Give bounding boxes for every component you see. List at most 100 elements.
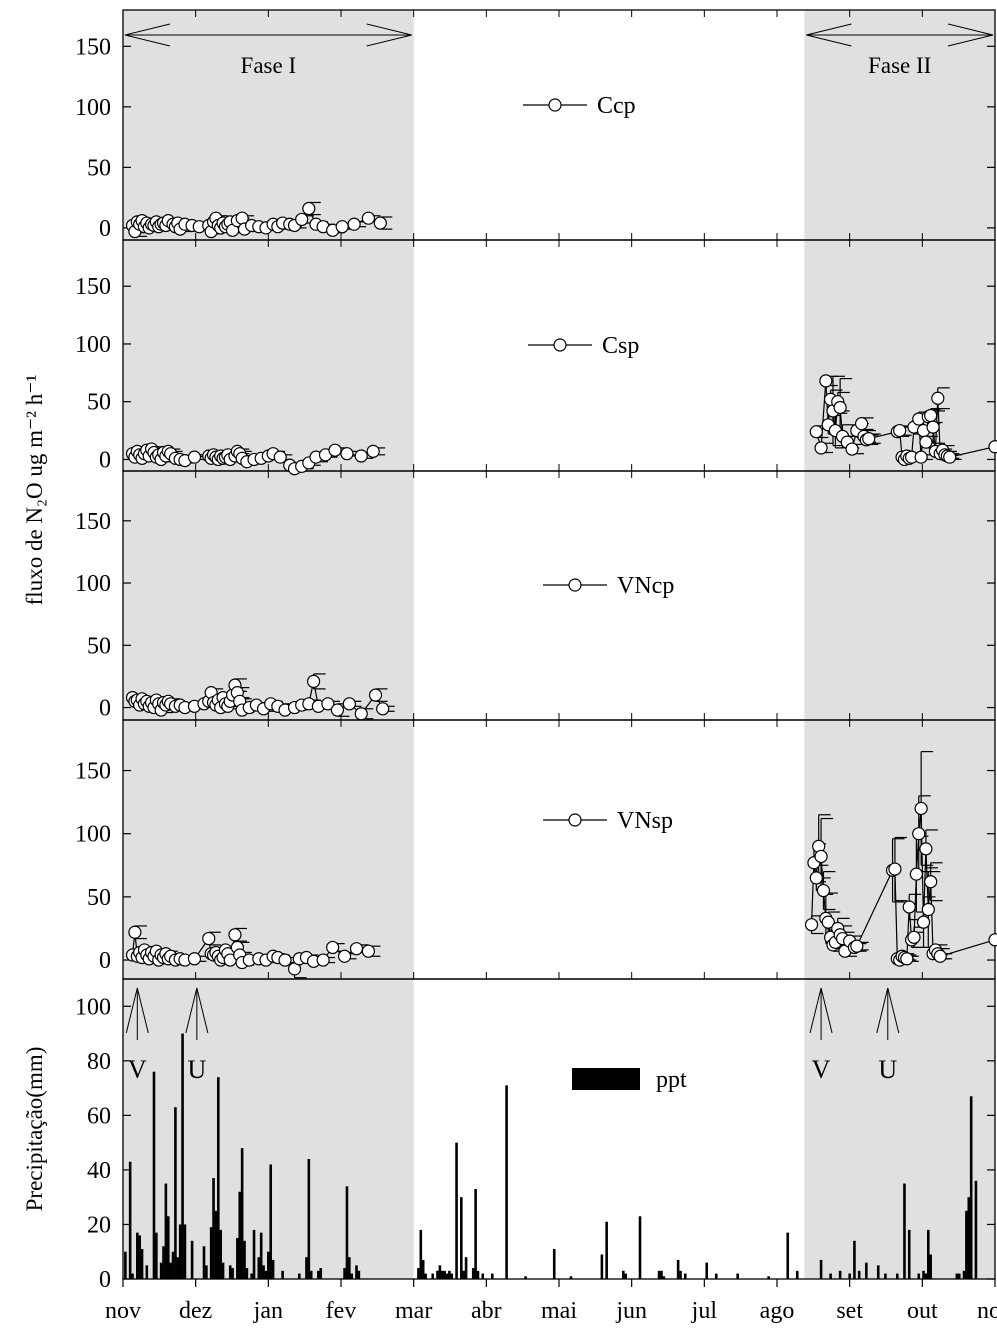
data-point: [914, 450, 928, 464]
precip-bar: [657, 1270, 661, 1279]
data-point: [921, 902, 935, 917]
phase-arrow-head-right: [366, 23, 412, 47]
ytick-label: 100: [75, 95, 111, 121]
precip-bar: [162, 1246, 165, 1279]
event-arrow-U: [185, 987, 209, 1040]
xtick-label-mai: mai: [541, 1298, 577, 1324]
data-point: [361, 211, 375, 225]
legend-Csp: [528, 338, 592, 352]
legend-marker: [553, 338, 567, 352]
precip-bar: [455, 1142, 458, 1279]
data-point: [924, 875, 938, 889]
data-point: [376, 702, 390, 716]
precip-bar: [298, 1273, 301, 1279]
precip-bar: [967, 1197, 971, 1279]
event-arrow-head: [125, 987, 149, 1034]
precip-bar: [848, 1273, 851, 1279]
precip-bar: [219, 1229, 222, 1279]
legend-Ccp: [523, 98, 587, 112]
ytick-label: 20: [87, 1212, 111, 1238]
phase-arrow-1: [124, 23, 412, 47]
data-point: [342, 697, 356, 711]
ytick-label: 100: [75, 822, 111, 848]
phase-arrow-head-right: [947, 23, 994, 47]
data-point: [814, 849, 828, 864]
precip-bar: [424, 1273, 427, 1279]
precip-bar: [676, 1259, 680, 1279]
ytick-label: 0: [99, 216, 111, 242]
precip-bar: [917, 1273, 921, 1279]
data-point: [302, 201, 316, 216]
data-point: [819, 374, 833, 388]
precip-bar: [183, 1224, 187, 1279]
precip-bar: [221, 1262, 225, 1279]
precip-bar: [124, 1251, 127, 1279]
ytick-label: 0: [99, 1267, 111, 1293]
precip-bar: [662, 1276, 666, 1279]
precip-bar: [924, 1273, 928, 1279]
precip-bar: [231, 1268, 234, 1279]
precip-bar: [131, 1273, 134, 1279]
precip-bar: [438, 1265, 442, 1279]
precip-bar: [903, 1183, 906, 1279]
data-point: [809, 425, 823, 439]
phase-arrow-head-left: [806, 23, 852, 47]
ytick-label: 50: [87, 390, 111, 416]
data-point: [366, 444, 380, 458]
precip-bar: [317, 1270, 320, 1279]
precip-bar: [481, 1273, 485, 1279]
ytick-label: 100: [75, 994, 111, 1020]
xtick-label-jul: jul: [691, 1298, 718, 1324]
ytick-label: 80: [87, 1049, 111, 1075]
data-point: [888, 862, 902, 876]
phase-label-2: Fase II: [868, 53, 931, 78]
precip-bar: [205, 1265, 208, 1279]
precip-bar: [962, 1270, 966, 1279]
precip-bar: [714, 1273, 718, 1279]
precip-bar: [250, 1273, 253, 1279]
series-VNsp: [125, 750, 997, 979]
data-point: [916, 915, 931, 929]
precip-bar: [926, 1229, 930, 1279]
xtick-label-out: out: [907, 1298, 938, 1324]
precip-bar: [305, 1257, 308, 1279]
precip-bar: [269, 1164, 273, 1279]
precip-bar: [660, 1270, 663, 1279]
precip-bar: [884, 1273, 887, 1279]
data-point: [854, 417, 869, 431]
xtick-label-mar: mar: [395, 1298, 432, 1324]
ytick-label: 100: [75, 332, 111, 358]
data-point: [335, 220, 349, 234]
precip-bar: [236, 1238, 239, 1279]
precip-bar: [448, 1270, 451, 1279]
precip-bar: [181, 1033, 184, 1279]
precip-bar: [476, 1270, 480, 1279]
precip-bar: [421, 1259, 425, 1279]
precip-bar: [552, 1249, 556, 1279]
precip-bar: [957, 1273, 961, 1279]
precip-bar: [202, 1246, 206, 1279]
precip-bar: [128, 1161, 132, 1279]
ytick-label: 100: [75, 571, 111, 597]
event-arrow-V: [809, 987, 833, 1040]
data-point: [931, 391, 945, 405]
precip-bar: [309, 1270, 313, 1279]
precip-bar: [228, 1265, 232, 1279]
legend-VNcp: [543, 578, 607, 592]
xtick-label-nov: nov: [105, 1298, 141, 1324]
precip-bar: [445, 1273, 449, 1279]
data-point: [919, 842, 933, 856]
precip-bar: [174, 1107, 177, 1279]
precip-bar: [838, 1270, 842, 1279]
data-point: [919, 435, 933, 449]
precip-bar: [929, 1254, 932, 1279]
phase-shade-2: [804, 10, 995, 1279]
precip-bar: [214, 1210, 218, 1279]
precip-bar: [238, 1191, 242, 1279]
precip-bar: [345, 1186, 349, 1279]
ytick-label: 150: [75, 509, 111, 535]
series-ppt: [124, 1033, 978, 1279]
precip-bar: [705, 1262, 709, 1279]
ytick-label: 150: [75, 34, 111, 60]
legend-label-Csp: Csp: [602, 333, 639, 359]
